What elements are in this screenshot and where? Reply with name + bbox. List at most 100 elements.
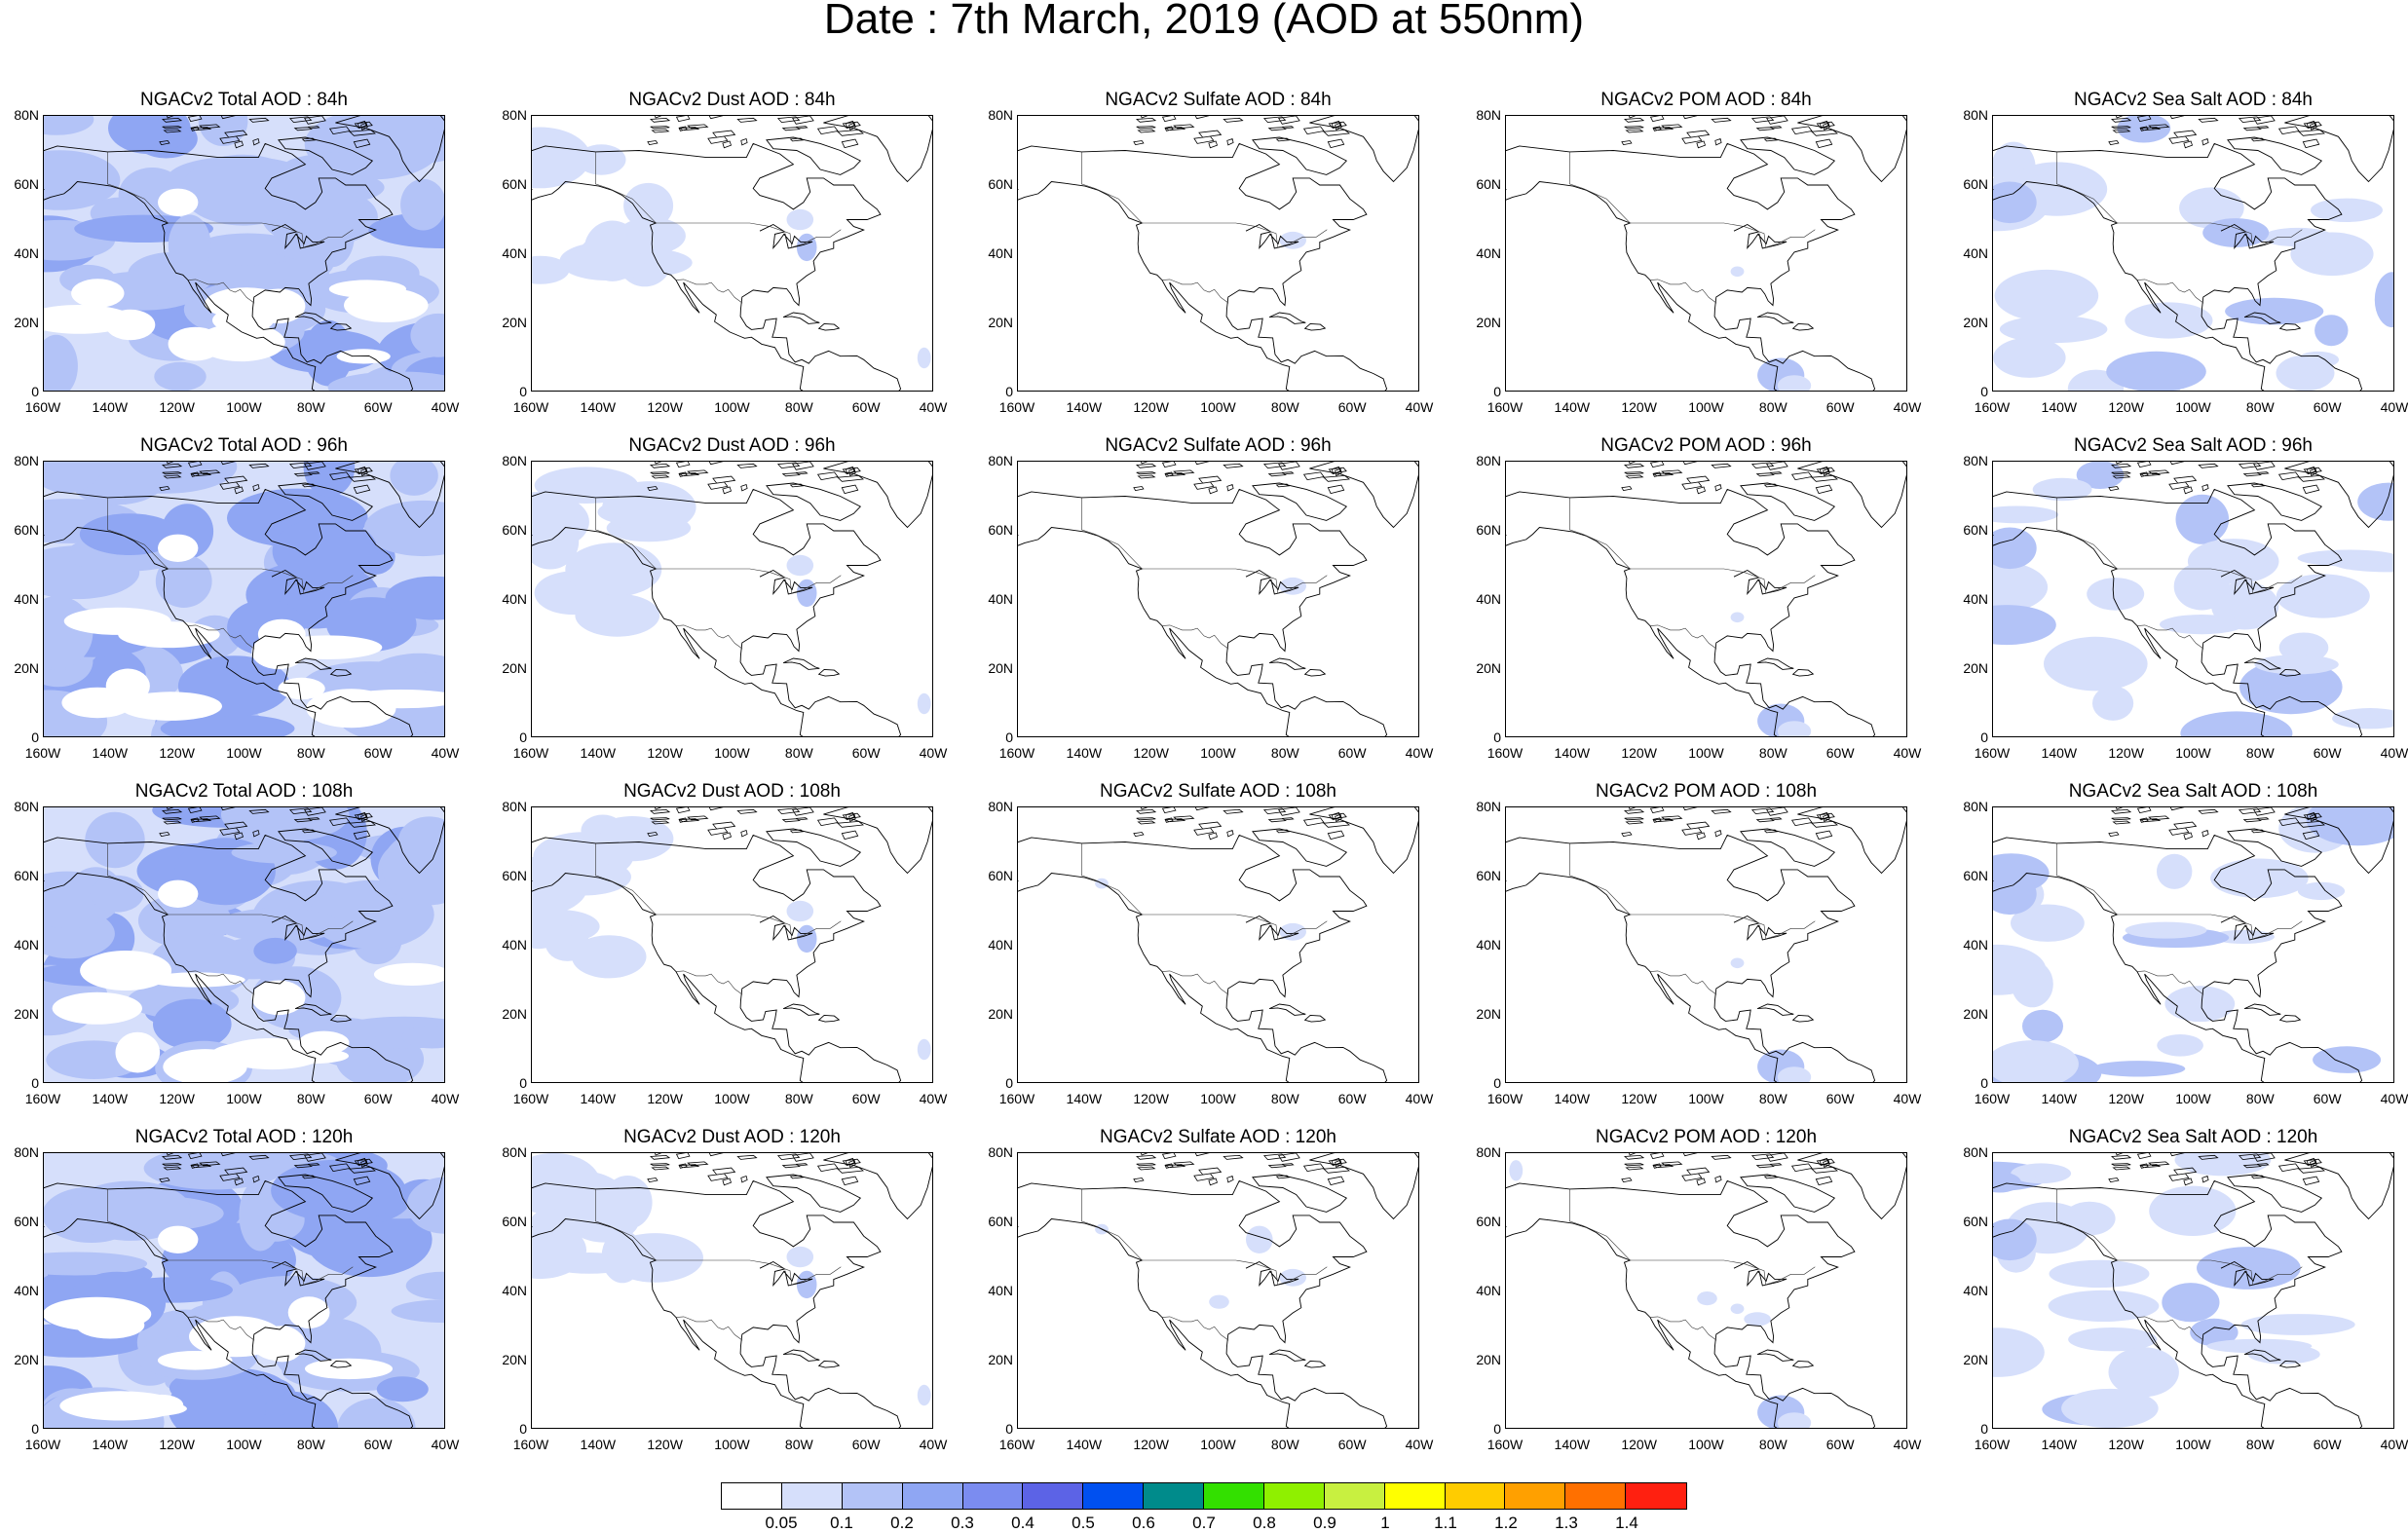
aod-patch xyxy=(1993,505,2059,524)
lon-tick-label: 60W xyxy=(363,745,393,761)
map-panel-total-0 xyxy=(43,115,445,392)
coastline xyxy=(532,1153,932,1428)
lon-tick-label: 100W xyxy=(2175,399,2211,415)
lon-tick-label: 120W xyxy=(647,399,683,415)
panel-title-seasalt-1: NGACv2 Sea Salt AOD : 96h xyxy=(2073,435,2313,456)
coastline xyxy=(1018,116,1418,391)
national-borders xyxy=(1569,151,1816,304)
lon-tick-label: 40W xyxy=(2380,1437,2408,1452)
aod-patch xyxy=(2106,351,2206,391)
aod-patch xyxy=(2262,227,2335,247)
aod-patch xyxy=(2297,549,2393,567)
aod-patch xyxy=(1993,1040,2079,1082)
map-svg xyxy=(44,807,444,1082)
national-borders xyxy=(1569,842,1816,995)
lon-tick-label: 60W xyxy=(1825,745,1855,761)
lat-tick-label: 0 xyxy=(1493,384,1501,399)
coastline xyxy=(532,807,932,1082)
lon-tick-label: 80W xyxy=(784,399,813,415)
lat-tick-label: 80N xyxy=(14,107,39,123)
lon-tick-label: 80W xyxy=(2245,1091,2275,1106)
aod-patch xyxy=(231,841,337,864)
lat-tick-label: 40N xyxy=(988,245,1013,261)
lon-tick-label: 140W xyxy=(92,1437,129,1452)
map-panel-total-1 xyxy=(43,461,445,737)
aod-patch xyxy=(2297,881,2346,901)
lon-tick-label: 120W xyxy=(2108,399,2144,415)
colorbar-label: 0.9 xyxy=(1313,1514,1336,1532)
national-borders xyxy=(107,1188,354,1341)
figure-title: Date : 7th March, 2019 (AOD at 550nm) xyxy=(823,0,1585,43)
colorbar-cell xyxy=(1565,1483,1627,1509)
aod-patch xyxy=(2332,708,2393,729)
map-svg xyxy=(1993,462,2393,736)
coastline xyxy=(1506,807,1906,1082)
lon-tick-label: 40W xyxy=(2380,745,2408,761)
aod-patch xyxy=(2210,858,2309,899)
aod-patch xyxy=(796,1270,817,1299)
lon-tick-label: 160W xyxy=(998,1437,1035,1452)
colorbar-label: 0.5 xyxy=(1072,1514,1095,1532)
aod-patch xyxy=(158,879,199,908)
lon-tick-label: 60W xyxy=(2313,745,2342,761)
lat-tick-label: 60N xyxy=(14,522,39,538)
map-panel-dust-2 xyxy=(531,806,933,1083)
lat-tick-label: 20N xyxy=(502,660,527,676)
aod-patch xyxy=(2157,1034,2203,1057)
lat-tick-label: 40N xyxy=(1476,937,1501,953)
aod-patch xyxy=(2108,1347,2179,1398)
aod-patch xyxy=(277,1048,349,1065)
lat-tick-label: 0 xyxy=(519,1421,527,1437)
lat-tick-label: 40N xyxy=(1963,1283,1988,1298)
lon-tick-label: 140W xyxy=(1554,1437,1591,1452)
lon-tick-label: 80W xyxy=(2245,745,2275,761)
lon-tick-label: 80W xyxy=(296,399,325,415)
aod-patch xyxy=(192,233,304,266)
aod-patch xyxy=(337,1398,416,1428)
aod-patch xyxy=(303,462,356,498)
map-svg xyxy=(532,116,932,391)
lat-tick-label: 60N xyxy=(14,176,39,192)
lat-tick-label: 0 xyxy=(1005,729,1013,745)
lat-tick-label: 0 xyxy=(1493,1075,1501,1091)
aod-patch xyxy=(272,518,378,584)
aod-patch xyxy=(1777,1066,1812,1082)
panel-title-sulfate-3: NGACv2 Sulfate AOD : 120h xyxy=(1100,1127,1336,1147)
lat-tick-label: 80N xyxy=(1963,107,1988,123)
national-borders xyxy=(1081,497,1328,650)
arctic-islands xyxy=(1133,116,1350,149)
lat-tick-label: 40N xyxy=(1476,245,1501,261)
lon-tick-label: 40W xyxy=(1893,399,1922,415)
map-svg xyxy=(44,1153,444,1428)
arctic-islands xyxy=(1133,807,1350,841)
arctic-islands xyxy=(2108,1153,2325,1186)
lat-tick-label: 0 xyxy=(1493,1421,1501,1437)
map-svg xyxy=(1018,807,1418,1082)
aod-patch xyxy=(2202,218,2270,247)
lat-tick-label: 80N xyxy=(14,453,39,468)
aod-patch xyxy=(1993,181,2037,224)
lon-tick-label: 120W xyxy=(647,745,683,761)
map-svg xyxy=(532,807,932,1082)
aod-patch xyxy=(121,462,171,498)
aod-patch xyxy=(2117,116,2171,143)
lon-tick-label: 120W xyxy=(159,745,195,761)
lat-tick-label: 60N xyxy=(988,868,1013,883)
lat-tick-label: 60N xyxy=(988,1214,1013,1229)
national-borders xyxy=(1569,1188,1816,1341)
aod-patch xyxy=(251,980,306,1016)
national-borders xyxy=(1081,151,1328,304)
lon-tick-label: 160W xyxy=(512,1437,549,1452)
aod-patch xyxy=(385,576,444,620)
lat-tick-label: 80N xyxy=(1476,799,1501,814)
lat-tick-label: 60N xyxy=(1476,1214,1501,1229)
lat-tick-label: 20N xyxy=(1476,315,1501,330)
map-svg xyxy=(44,116,444,391)
aod-patch xyxy=(44,1252,148,1276)
panel-title-dust-2: NGACv2 Dust AOD : 108h xyxy=(623,781,841,802)
lon-tick-label: 120W xyxy=(1133,1437,1169,1452)
aod-patch xyxy=(153,998,232,1050)
aod-patch xyxy=(2032,477,2092,502)
coastline xyxy=(44,807,444,1082)
colorbar-label: 1.3 xyxy=(1555,1514,1578,1532)
